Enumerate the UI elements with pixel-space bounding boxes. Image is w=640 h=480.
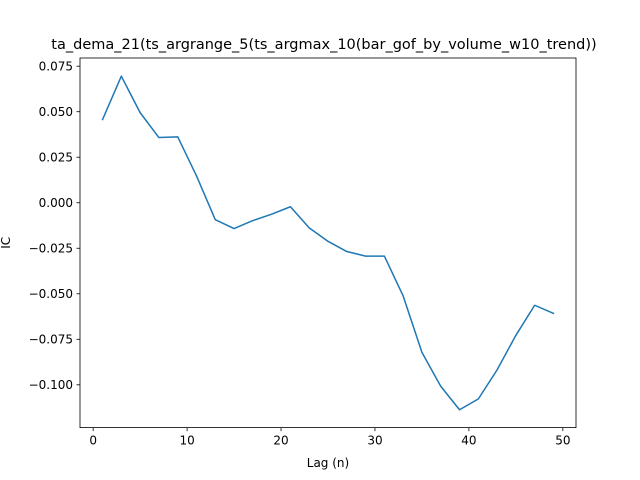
x-axis-label: Lag (n) — [307, 456, 349, 470]
y-tick-label: −0.075 — [29, 333, 73, 347]
x-tick-label: 20 — [273, 434, 288, 448]
y-axis: −0.100 −0.075 −0.050 −0.025 0.000 0.025 0.050 0… — [29, 59, 80, 392]
y-tick-label: −0.025 — [29, 242, 73, 256]
x-tick-label: 10 — [179, 434, 194, 448]
series-line — [101, 75, 555, 411]
y-axis-label: IC — [0, 237, 13, 249]
chart-title: ta_dema_21(ts_argrange_5(ts_argmax_10(ba… — [51, 37, 596, 53]
plot-frame — [79, 57, 577, 429]
plot-area — [79, 57, 577, 429]
x-tick-label: 40 — [461, 434, 476, 448]
y-tick-label: −0.050 — [29, 287, 73, 301]
x-tick-label: 50 — [555, 434, 570, 448]
y-tick-label: 0.025 — [39, 151, 73, 165]
x-tick-label: 0 — [89, 434, 97, 448]
x-tick-label: 30 — [367, 434, 382, 448]
y-tick-label: 0.075 — [39, 59, 73, 73]
y-tick-label: −0.100 — [29, 378, 73, 392]
y-tick-label: 0.050 — [39, 105, 73, 119]
y-tick-label: 0.000 — [39, 196, 73, 210]
plot-background — [80, 58, 576, 428]
x-axis: 0 10 20 30 40 50 — [89, 427, 570, 448]
